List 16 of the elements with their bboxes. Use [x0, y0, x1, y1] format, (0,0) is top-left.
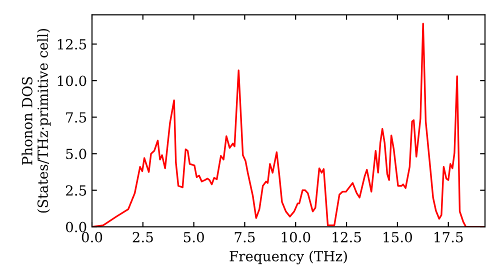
- y-tick-label: 12.5: [58, 39, 86, 50]
- y-tick-label: 7.5: [66, 112, 86, 123]
- x-tick-label: 5.0: [184, 232, 204, 242]
- x-tick-label: 17.5: [434, 232, 463, 242]
- y-tick-label: 2.5: [66, 185, 86, 196]
- y-tick-label: 5.0: [66, 148, 86, 160]
- x-tick-label: 0.0: [82, 232, 102, 242]
- y-tick-label: 0.0: [66, 222, 86, 232]
- x-tick-label: 2.5: [132, 232, 153, 242]
- y-axis-title: Phonon DOS (States/THz·primitive cell): [22, 28, 51, 213]
- x-tick-label: 7.5: [234, 232, 255, 242]
- x-tick-label: 12.5: [332, 232, 361, 242]
- x-tick-label: 10.0: [282, 232, 310, 242]
- y-tick-label: 10.0: [58, 76, 86, 86]
- x-axis-title: Frequency (THz): [230, 250, 347, 264]
- x-tick-label: 15.0: [384, 232, 412, 242]
